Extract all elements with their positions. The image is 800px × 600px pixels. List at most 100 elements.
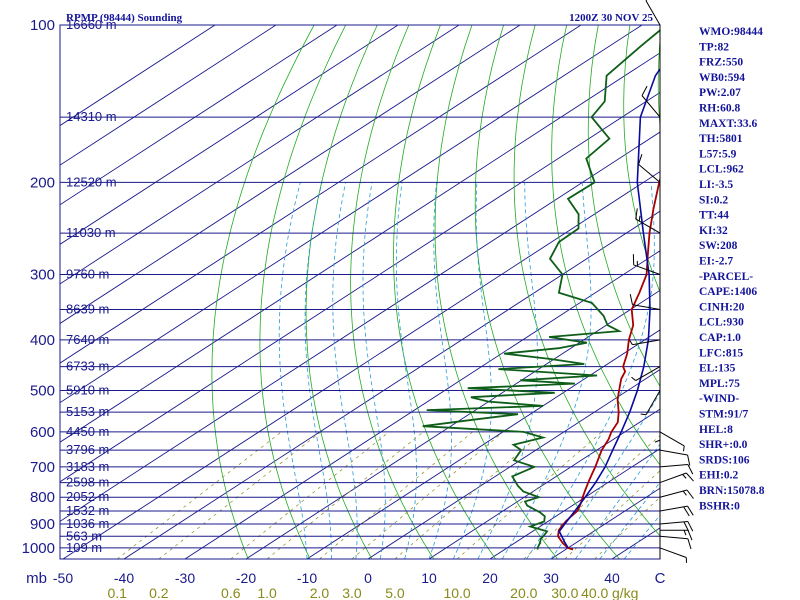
wind-barb-staff — [633, 264, 661, 275]
isotherm-line — [60, 25, 277, 166]
isotherm-line — [60, 25, 338, 206]
isotherm-line — [60, 131, 660, 522]
height-label: 5153 m — [66, 404, 109, 419]
temperature-tick-label: -50 — [53, 570, 73, 586]
wind-barb-flag — [638, 154, 643, 165]
height-label: 14310 m — [66, 109, 117, 124]
wind-barb-half-flag — [682, 474, 687, 479]
temperature-tick-label: 30 — [543, 570, 559, 586]
index-line: LCL:930 — [699, 317, 744, 329]
wind-barb-flag — [641, 85, 648, 96]
pressure-tick-label: 300 — [30, 266, 55, 283]
pressure-tick-label: 200 — [30, 174, 55, 191]
isotherm-line — [62, 171, 660, 559]
moist-adiabat-line — [278, 182, 308, 559]
temperature-tick-label: 40 — [604, 570, 620, 586]
height-label: 4450 m — [66, 424, 109, 439]
dry-adiabat-line — [513, 25, 660, 537]
mixing-ratio-label: 0.2 — [149, 585, 169, 600]
wind-barb-staff — [635, 366, 661, 382]
index-line: SRDS:106 — [699, 454, 750, 466]
index-line: TP:82 — [699, 41, 729, 53]
wind-barb-half-flag — [638, 215, 641, 222]
wind-barb — [631, 366, 661, 382]
wind-barb-flag — [687, 454, 691, 466]
dry-adiabat-line — [587, 25, 660, 388]
mixing-ratio-line — [594, 496, 660, 559]
wind-barb-staff — [641, 95, 661, 118]
wind-barb-staff — [632, 304, 661, 310]
isotherm-line — [60, 25, 399, 245]
mixing-ratio-label: 10.0 — [443, 585, 470, 600]
temperature-unit-label: C — [655, 570, 666, 587]
parcel-line — [558, 67, 660, 549]
wind-barb-flag — [685, 472, 694, 482]
index-line: TH:5801 — [699, 133, 743, 145]
dry-adiabat-line — [305, 25, 378, 559]
moist-adiabat-line — [526, 182, 655, 559]
wind-barb — [641, 85, 661, 118]
wind-barb — [629, 293, 661, 310]
wind-barb-flag — [635, 208, 638, 220]
mixing-ratio-line — [564, 470, 660, 559]
background-lines — [60, 25, 800, 559]
dry-adiabat-line — [259, 25, 347, 559]
index-line: CINH:20 — [699, 301, 745, 313]
dry-adiabat-line — [788, 25, 800, 559]
wind-barb-staff — [638, 164, 661, 183]
index-line: HEL:8 — [699, 424, 733, 436]
mixing-ratio-label: 0.6 — [221, 585, 241, 600]
isotherm-line — [428, 408, 660, 559]
indices-panel: WMO:98444 TP:82 FRZ:550 WB0:594 PW:2.07 RH:60… — [699, 26, 765, 512]
index-line: LFC:815 — [699, 347, 743, 359]
wind-barb — [645, 0, 661, 26]
pressure-tick-label: 400 — [30, 332, 55, 349]
height-label: 2052 m — [66, 489, 109, 504]
wind-barb-flag — [687, 505, 694, 516]
index-line: PW:2.07 — [699, 87, 741, 99]
dry-adiabat-line — [434, 25, 558, 559]
height-label: 1532 m — [66, 503, 109, 518]
wind-barb-staff — [659, 547, 687, 558]
pressure-unit-label: mb — [26, 570, 47, 587]
index-line: KI:32 — [699, 225, 728, 237]
wind-barb — [632, 254, 661, 275]
mixing-ratio-label: 2.0 — [310, 585, 330, 600]
height-label: 3183 m — [66, 459, 109, 474]
height-label: 5910 m — [66, 383, 109, 398]
index-line: WB0:594 — [699, 72, 745, 84]
index-line: EL:135 — [699, 363, 736, 375]
dry-adiabat-line — [350, 25, 435, 559]
dry-adiabat-line — [551, 25, 660, 466]
isotherm-line — [123, 210, 660, 559]
mixing-ratio-line — [523, 435, 660, 559]
height-label: 9760 m — [66, 266, 109, 281]
index-line: CAPE:1406 — [699, 286, 757, 298]
mixing-ratio-label: 40.0 — [581, 585, 608, 600]
index-line: L57:5.9 — [699, 148, 737, 160]
wind-barb-staff — [645, 390, 661, 416]
wind-barb-staff — [659, 489, 688, 498]
wind-barb-half-flag — [631, 376, 637, 381]
wind-barb-staff — [659, 431, 685, 447]
wind-barb-staff — [659, 463, 688, 468]
temperature-tick-label: -20 — [236, 570, 256, 586]
temperature-tick-label: 10 — [421, 570, 437, 586]
index-line: MAXT:33.6 — [699, 118, 757, 130]
dry-adiabat-line — [393, 25, 496, 559]
isotherm-line — [60, 25, 643, 404]
mixing-ratio-label: 30.0 — [551, 585, 578, 600]
wind-barb — [659, 489, 694, 499]
wind-barb-staff — [632, 339, 661, 346]
wind-barb — [659, 463, 694, 475]
index-line: -WIND- — [699, 393, 739, 405]
wind-barb-flag — [629, 293, 633, 305]
wind-barb-half-flag — [654, 439, 661, 443]
height-label: 1036 m — [66, 516, 109, 531]
moist-adiabat-line — [623, 514, 660, 559]
wind-barb-staff — [659, 449, 688, 456]
index-line: LCL:962 — [699, 164, 744, 176]
wind-barb-half-flag — [683, 530, 687, 536]
